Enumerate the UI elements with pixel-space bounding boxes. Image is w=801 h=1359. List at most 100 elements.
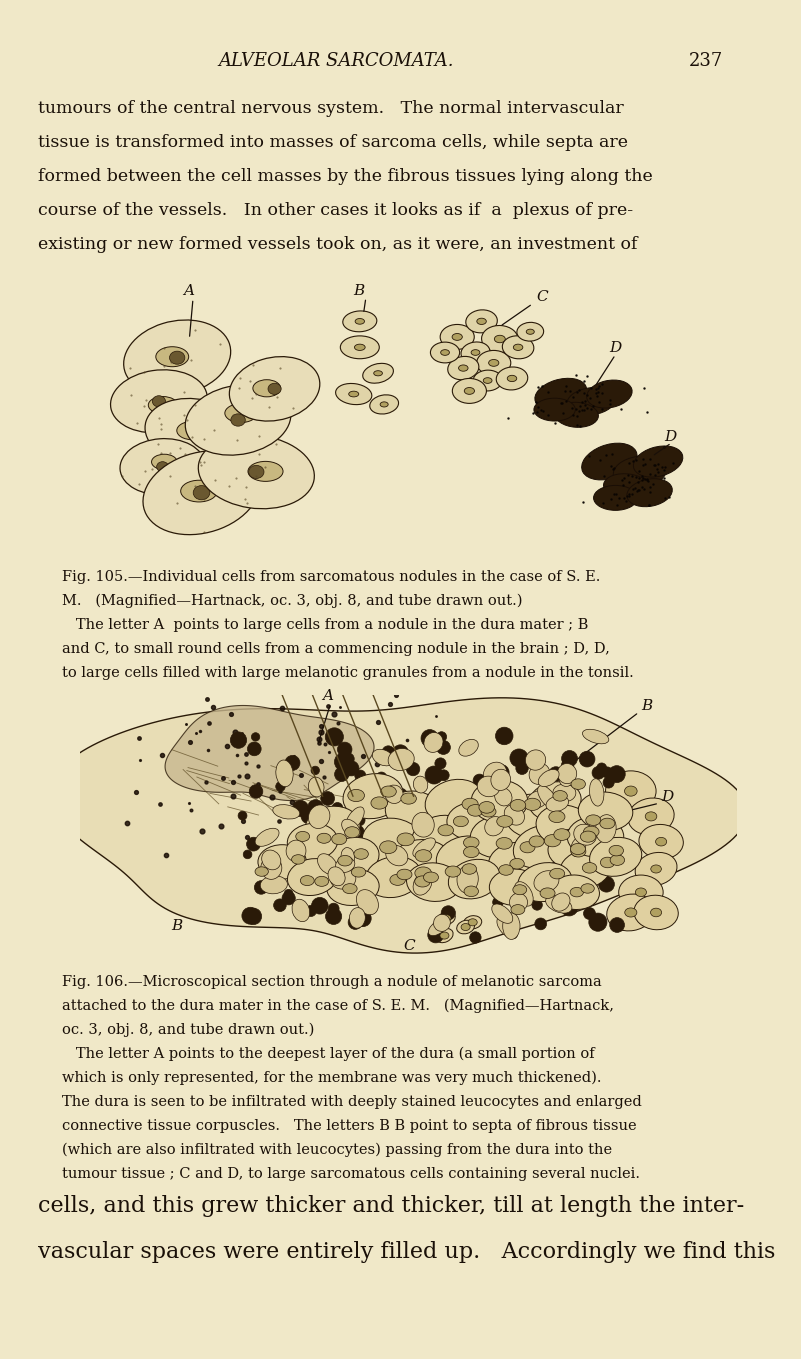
- Ellipse shape: [393, 840, 454, 885]
- Circle shape: [469, 798, 486, 814]
- Circle shape: [364, 786, 376, 796]
- Ellipse shape: [574, 825, 597, 845]
- Ellipse shape: [534, 871, 559, 893]
- Circle shape: [546, 790, 560, 803]
- Ellipse shape: [536, 805, 594, 848]
- Circle shape: [252, 733, 260, 741]
- Ellipse shape: [485, 817, 504, 836]
- Circle shape: [562, 750, 578, 766]
- Ellipse shape: [650, 908, 662, 917]
- Circle shape: [318, 839, 336, 855]
- Text: to large cells filled with large melanotic granules from a nodule in the tonsil.: to large cells filled with large melanot…: [62, 666, 634, 680]
- Ellipse shape: [355, 318, 364, 325]
- Ellipse shape: [349, 908, 365, 928]
- Ellipse shape: [348, 790, 364, 802]
- Circle shape: [268, 383, 281, 394]
- Ellipse shape: [370, 395, 399, 414]
- Ellipse shape: [344, 826, 360, 839]
- Circle shape: [477, 821, 493, 837]
- Ellipse shape: [497, 815, 513, 828]
- Circle shape: [308, 799, 324, 815]
- Circle shape: [431, 859, 445, 871]
- Ellipse shape: [424, 872, 438, 882]
- Circle shape: [152, 395, 166, 406]
- Ellipse shape: [441, 349, 449, 355]
- Ellipse shape: [177, 421, 207, 440]
- Circle shape: [519, 881, 528, 889]
- Ellipse shape: [464, 886, 478, 897]
- Ellipse shape: [571, 845, 586, 858]
- Ellipse shape: [477, 351, 511, 375]
- Circle shape: [282, 892, 296, 905]
- Ellipse shape: [424, 733, 443, 753]
- Ellipse shape: [452, 333, 462, 340]
- Ellipse shape: [181, 480, 217, 501]
- Ellipse shape: [308, 805, 330, 829]
- Ellipse shape: [513, 885, 527, 894]
- Ellipse shape: [464, 837, 479, 848]
- Circle shape: [454, 807, 472, 824]
- Circle shape: [383, 841, 396, 855]
- Ellipse shape: [491, 769, 510, 791]
- Text: which is only represented, for the membrane was very much thickened).: which is only represented, for the membr…: [62, 1071, 602, 1086]
- Circle shape: [312, 897, 328, 915]
- Ellipse shape: [273, 805, 300, 819]
- Ellipse shape: [425, 779, 483, 824]
- Ellipse shape: [345, 807, 364, 830]
- Circle shape: [325, 728, 344, 746]
- Ellipse shape: [470, 815, 529, 858]
- Ellipse shape: [461, 924, 470, 931]
- Circle shape: [602, 766, 613, 777]
- Text: 237: 237: [689, 52, 723, 71]
- Circle shape: [255, 881, 268, 894]
- Ellipse shape: [553, 784, 576, 802]
- Ellipse shape: [255, 867, 268, 877]
- Ellipse shape: [332, 833, 347, 845]
- Ellipse shape: [635, 852, 677, 886]
- Ellipse shape: [583, 826, 599, 837]
- Ellipse shape: [413, 776, 428, 794]
- Ellipse shape: [412, 813, 434, 837]
- Ellipse shape: [365, 856, 421, 897]
- Circle shape: [298, 836, 307, 844]
- Ellipse shape: [497, 916, 517, 939]
- Circle shape: [585, 806, 601, 822]
- Circle shape: [562, 758, 574, 772]
- Ellipse shape: [481, 806, 496, 817]
- Text: tumours of the central nervous system.   The normal intervascular: tumours of the central nervous system. T…: [38, 101, 624, 117]
- Circle shape: [435, 758, 446, 769]
- Ellipse shape: [646, 811, 657, 821]
- Ellipse shape: [262, 851, 281, 870]
- Ellipse shape: [437, 836, 492, 878]
- Text: B: B: [171, 919, 183, 932]
- Text: ALVEOLAR SARCOMATA.: ALVEOLAR SARCOMATA.: [219, 52, 454, 71]
- Ellipse shape: [225, 404, 257, 423]
- Ellipse shape: [415, 867, 432, 879]
- Ellipse shape: [509, 893, 528, 912]
- Ellipse shape: [438, 825, 453, 836]
- Text: D: D: [610, 341, 622, 356]
- Circle shape: [276, 781, 285, 791]
- Ellipse shape: [590, 779, 604, 806]
- Circle shape: [476, 792, 491, 807]
- Ellipse shape: [517, 322, 544, 341]
- Text: B: B: [641, 699, 652, 713]
- Ellipse shape: [374, 371, 382, 376]
- Circle shape: [409, 796, 422, 810]
- Circle shape: [344, 761, 359, 776]
- Ellipse shape: [549, 868, 565, 879]
- Circle shape: [260, 856, 272, 868]
- Ellipse shape: [111, 370, 207, 432]
- Ellipse shape: [356, 890, 378, 915]
- Circle shape: [353, 814, 365, 826]
- Circle shape: [437, 741, 450, 754]
- Ellipse shape: [477, 776, 500, 796]
- Ellipse shape: [494, 336, 505, 342]
- Circle shape: [231, 733, 247, 749]
- Circle shape: [288, 757, 298, 768]
- Text: The letter A  points to large cells from a nodule in the dura mater ; B: The letter A points to large cells from …: [62, 618, 589, 632]
- Ellipse shape: [505, 805, 525, 825]
- Ellipse shape: [549, 811, 565, 822]
- Circle shape: [598, 877, 614, 892]
- Ellipse shape: [650, 864, 662, 872]
